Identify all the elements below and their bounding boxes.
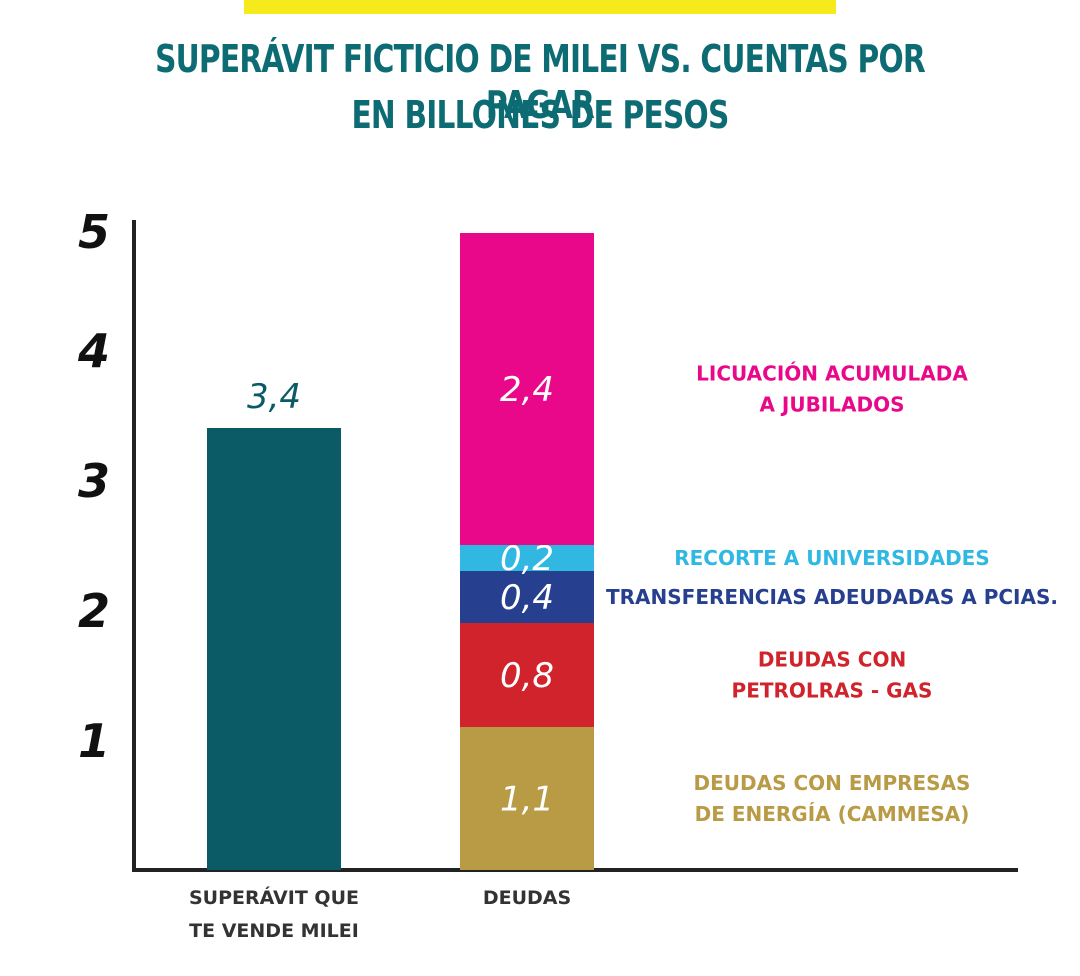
y-tick-label: 4: [77, 324, 110, 378]
data-label: 3,4: [247, 377, 301, 417]
segment-annotation: DEUDAS CON EMPRESAS: [694, 771, 971, 795]
segment-annotation: RECORTE A UNIVERSIDADES: [674, 546, 990, 570]
segment-annotation: LICUACIÓN ACUMULADA: [696, 362, 968, 386]
category-label: SUPERÁVIT QUE: [189, 886, 359, 909]
y-tick-label: 3: [78, 454, 110, 508]
bar-segment: [460, 623, 594, 727]
segment-annotation: PETROLRAS - GAS: [732, 679, 933, 703]
data-label: 1,1: [500, 780, 554, 820]
bar-segment: [460, 727, 594, 870]
y-tick-label: 5: [78, 205, 110, 259]
data-label: 2,4: [500, 370, 554, 410]
bar-segment: [460, 545, 594, 571]
bar-segment: [207, 428, 341, 870]
category-label: TE VENDE MILEI: [189, 920, 359, 942]
bar-segment: [460, 233, 594, 545]
data-label: 0,4: [500, 578, 554, 618]
segment-annotation: A JUBILADOS: [759, 393, 904, 417]
top-color-band: [244, 0, 836, 14]
segment-annotation: TRANSFERENCIAS ADEUDADAS A PCIAS.: [606, 585, 1058, 609]
chart-subtitle: EN BILLONES DE PESOS: [351, 93, 729, 137]
data-label: 0,2: [500, 539, 554, 579]
category-label: DEUDAS: [483, 887, 571, 909]
y-tick-label: 2: [78, 584, 110, 638]
segment-annotation: DEUDAS CON: [758, 648, 906, 672]
y-tick-label: 1: [78, 714, 110, 768]
segment-annotation: DE ENERGÍA (CAMMESA): [695, 802, 970, 826]
chart-title: SUPERÁVIT FICTICIO DE MILEI VS. CUENTAS …: [155, 37, 926, 127]
bar-segment: [460, 571, 594, 623]
data-label: 0,8: [500, 656, 554, 696]
